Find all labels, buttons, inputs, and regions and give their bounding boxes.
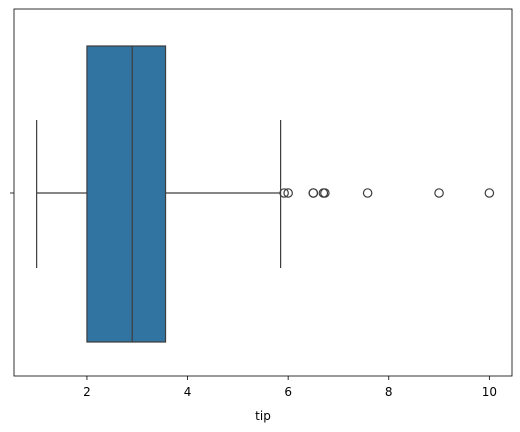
x-tick-label: 2 <box>83 385 91 399</box>
outlier <box>484 188 495 198</box>
outlier <box>279 188 289 198</box>
x-axis-label: tip <box>255 409 271 423</box>
box <box>86 45 167 343</box>
x-tick-label: 8 <box>385 385 393 399</box>
outlier <box>362 188 373 198</box>
outlier <box>283 188 293 198</box>
axes-frame <box>13 8 513 377</box>
outlier <box>308 188 319 198</box>
x-tick-label: 4 <box>184 385 192 399</box>
x-tick-label: 10 <box>482 385 497 399</box>
outlier <box>320 188 330 198</box>
x-tick-label: 6 <box>284 385 292 399</box>
outlier <box>434 188 444 198</box>
